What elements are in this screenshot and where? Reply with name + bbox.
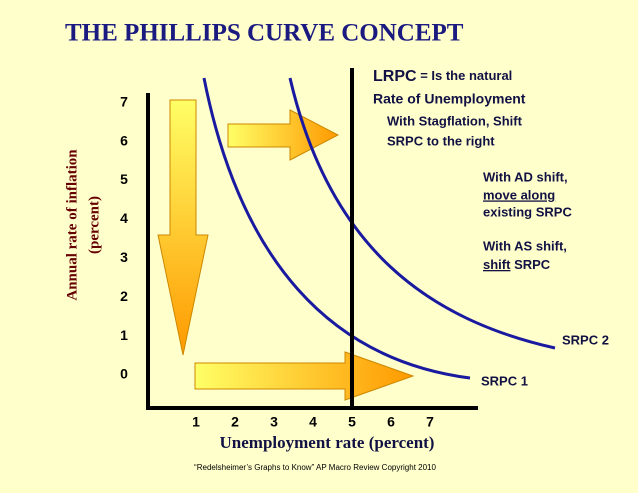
srpc2-curve bbox=[288, 77, 556, 350]
note: existing SRPC bbox=[483, 204, 572, 219]
note: SRPC bbox=[514, 257, 551, 272]
y-tick-label: 5 bbox=[120, 171, 128, 187]
lrpc-text: Rate of Unemployment bbox=[373, 91, 526, 107]
y-tick-label: 7 bbox=[120, 93, 128, 109]
y-tick-label: 1 bbox=[120, 327, 128, 343]
srpc1-curve bbox=[202, 77, 471, 380]
y-tick-label: 0 bbox=[120, 366, 128, 382]
x-tick-label: 1 bbox=[192, 414, 200, 430]
y-axis-title: Annual rate of inflation bbox=[64, 149, 80, 301]
curve-label: SRPC 1 bbox=[481, 373, 528, 388]
y-tick-label: 3 bbox=[120, 249, 128, 265]
curve-label: SRPC 2 bbox=[562, 332, 609, 347]
note-underlined: shift bbox=[483, 257, 511, 272]
note: SRPC to the right bbox=[387, 133, 495, 148]
note: With Stagflation, Shift bbox=[387, 113, 523, 128]
y-tick-label: 2 bbox=[120, 288, 128, 304]
y-tick-label: 6 bbox=[120, 132, 128, 148]
x-tick-label: 2 bbox=[231, 414, 239, 430]
note: shift SRPC bbox=[483, 257, 551, 272]
lrpc-text: = Is the natural bbox=[420, 68, 512, 83]
x-axis-title: Unemployment rate (percent) bbox=[220, 433, 435, 452]
x-tick-label: 6 bbox=[387, 414, 395, 430]
footer: “Redelsheimer’s Graphs to Know” AP Macro… bbox=[194, 463, 436, 472]
x-tick-label: 5 bbox=[348, 414, 356, 430]
lrpc: LRPC bbox=[373, 68, 417, 85]
note: With AS shift, bbox=[483, 238, 567, 253]
y-axis-title: (percent) bbox=[86, 196, 102, 254]
down-arrow bbox=[157, 99, 209, 356]
x-tick-label: 4 bbox=[309, 414, 317, 430]
x-tick-label: 3 bbox=[270, 414, 278, 430]
note: With AD shift, bbox=[483, 169, 568, 184]
x-tick-label: 7 bbox=[426, 414, 434, 430]
title: THE PHILLIPS CURVE CONCEPT bbox=[65, 20, 464, 47]
note: move along bbox=[483, 187, 555, 202]
y-tick-label: 4 bbox=[120, 210, 128, 226]
right-arrow-upper bbox=[227, 109, 340, 161]
lrpc-label: LRPC = Is the natural bbox=[373, 68, 512, 85]
right-arrow-lower bbox=[194, 351, 415, 401]
